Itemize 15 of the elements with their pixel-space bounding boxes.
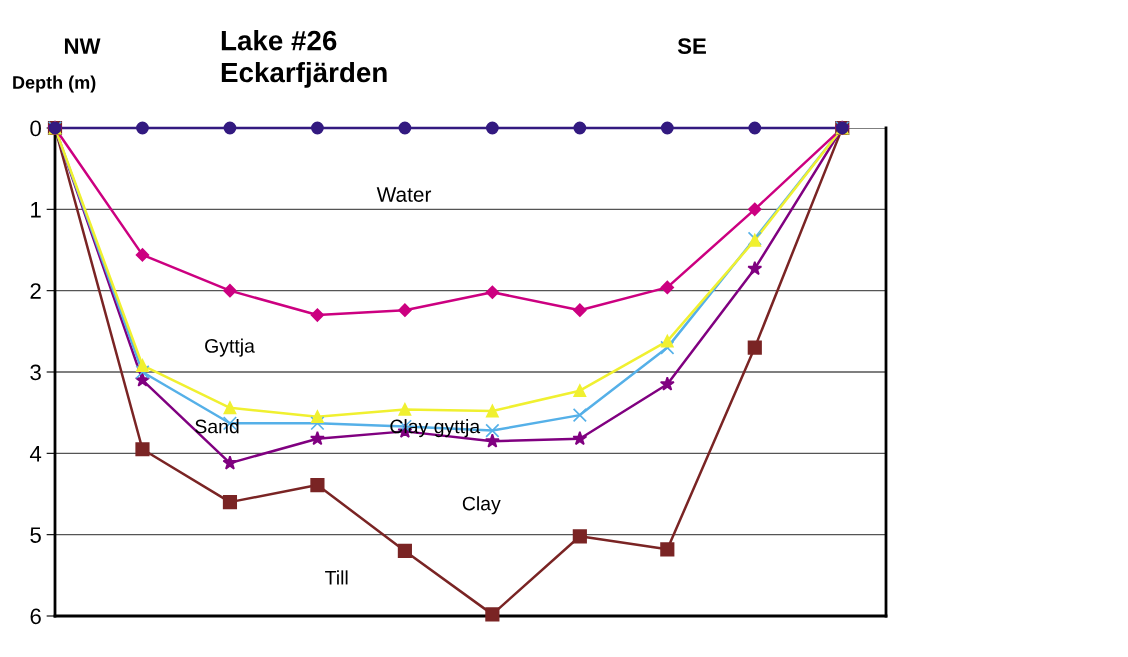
- y-tick-label: 1: [31, 202, 41, 218]
- text: NW: [64, 38, 101, 54]
- chart-title: Lake #26 Eckarfjärden: [221, 30, 387, 88]
- y-tick-label: 5: [30, 527, 41, 543]
- y-tick-label: 4: [29, 446, 42, 462]
- annotation: Clay: [462, 496, 501, 515]
- text: SE: [677, 38, 706, 54]
- y-axis-title: Depth (m): [13, 75, 96, 93]
- y-tick-label: 2: [30, 283, 41, 299]
- y-tick-label: 3: [30, 364, 41, 381]
- annotation: Till: [325, 570, 348, 585]
- annotation: Gyttja: [205, 338, 255, 357]
- y-tick-label: 6: [30, 608, 41, 625]
- annotation: Water: [376, 187, 432, 202]
- y-tick-label: 0: [30, 120, 41, 137]
